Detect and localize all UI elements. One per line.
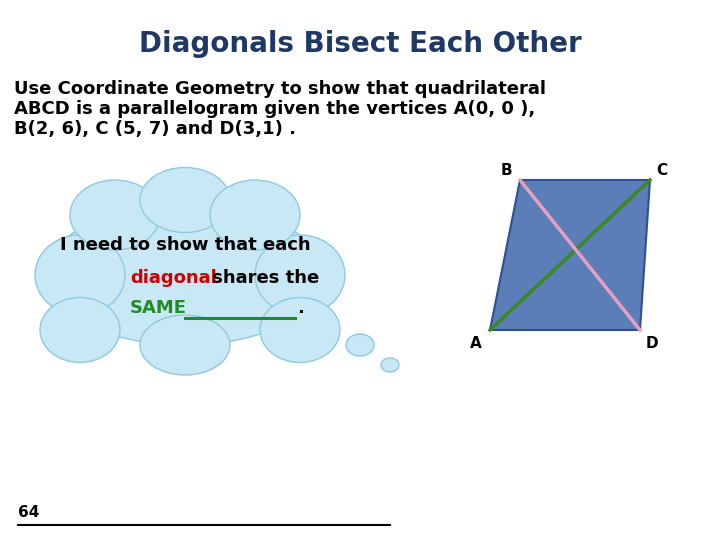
Ellipse shape: [140, 315, 230, 375]
Text: shares the: shares the: [206, 269, 319, 287]
Text: B(2, 6), C (5, 7) and D(3,1) .: B(2, 6), C (5, 7) and D(3,1) .: [14, 120, 296, 138]
Polygon shape: [490, 180, 650, 330]
Text: A: A: [470, 336, 482, 351]
Text: 64: 64: [18, 505, 40, 520]
Text: Use Coordinate Geometry to show that quadrilateral: Use Coordinate Geometry to show that qua…: [14, 80, 546, 98]
Ellipse shape: [381, 358, 399, 372]
Ellipse shape: [70, 180, 160, 250]
Text: SAME: SAME: [130, 299, 187, 317]
Text: ABCD is a parallelogram given the vertices A(0, 0 ),: ABCD is a parallelogram given the vertic…: [14, 100, 535, 118]
Ellipse shape: [35, 235, 125, 315]
Text: .: .: [297, 299, 304, 317]
Text: B: B: [500, 163, 512, 178]
Ellipse shape: [40, 298, 120, 362]
Text: C: C: [657, 163, 667, 178]
Text: Diagonals Bisect Each Other: Diagonals Bisect Each Other: [139, 30, 581, 58]
Ellipse shape: [346, 334, 374, 356]
Text: I need to show that each: I need to show that each: [60, 236, 310, 254]
Text: diagonal: diagonal: [130, 269, 217, 287]
Ellipse shape: [255, 235, 345, 315]
Ellipse shape: [210, 180, 300, 250]
Ellipse shape: [45, 205, 325, 345]
Text: D: D: [646, 336, 658, 351]
Ellipse shape: [260, 298, 340, 362]
Ellipse shape: [140, 167, 230, 233]
